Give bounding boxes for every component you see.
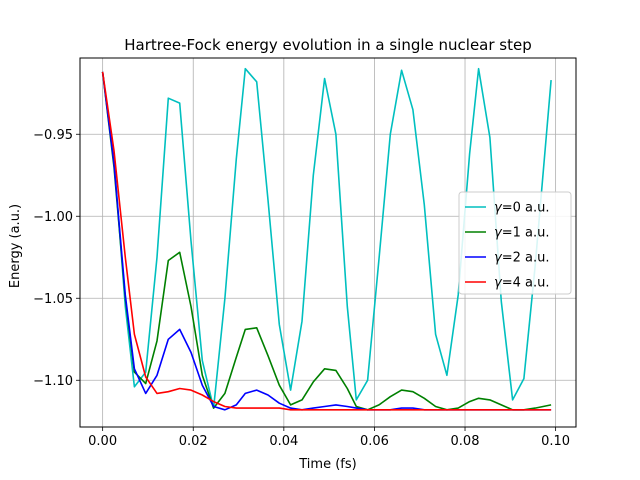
legend-symbol: γ	[494, 201, 503, 216]
y-axis: −1.10 −1.05 −1.00 −0.95	[33, 128, 80, 389]
series-line-3	[101, 71, 552, 411]
series-line-1	[101, 71, 552, 411]
legend-symbol: γ	[494, 226, 503, 241]
chart-title: Hartree-Fock energy evolution in a singl…	[124, 36, 532, 54]
y-tick-label: −1.00	[33, 210, 73, 225]
y-tick-label: −1.10	[33, 374, 73, 389]
legend-entry: γ=2 a.u.	[494, 251, 549, 266]
x-tick-label: 0.06	[360, 434, 389, 449]
legend: γ=0 a.u.γ=1 a.u.γ=2 a.u.γ=4 a.u.	[458, 191, 572, 295]
legend-symbol: γ	[494, 276, 503, 291]
series-line-0	[101, 67, 552, 409]
y-axis-label: Energy (a.u.)	[8, 204, 23, 288]
plot-frame	[79, 57, 577, 428]
y-tick-label: −1.05	[33, 292, 73, 307]
legend-label: =1 a.u.	[502, 226, 550, 241]
x-axis-label: Time (fs)	[298, 457, 356, 472]
legend-label: =2 a.u.	[502, 251, 550, 266]
legend-symbol: γ	[494, 251, 503, 266]
x-tick-label: 0.00	[88, 434, 117, 449]
legend-label: =4 a.u.	[502, 276, 550, 291]
series-lines	[101, 67, 552, 411]
x-axis: 0.00 0.02 0.04 0.06 0.08 0.10	[88, 427, 570, 449]
legend-label: =0 a.u.	[502, 201, 550, 216]
x-tick-label: 0.02	[179, 434, 208, 449]
legend-entry: γ=1 a.u.	[494, 226, 549, 241]
x-tick-label: 0.10	[541, 434, 570, 449]
x-tick-label: 0.08	[451, 434, 480, 449]
x-tick-label: 0.04	[269, 434, 298, 449]
legend-box	[458, 191, 572, 295]
y-tick-label: −0.95	[33, 128, 73, 143]
legend-entry: γ=4 a.u.	[494, 276, 549, 291]
legend-entry: γ=0 a.u.	[494, 201, 549, 216]
